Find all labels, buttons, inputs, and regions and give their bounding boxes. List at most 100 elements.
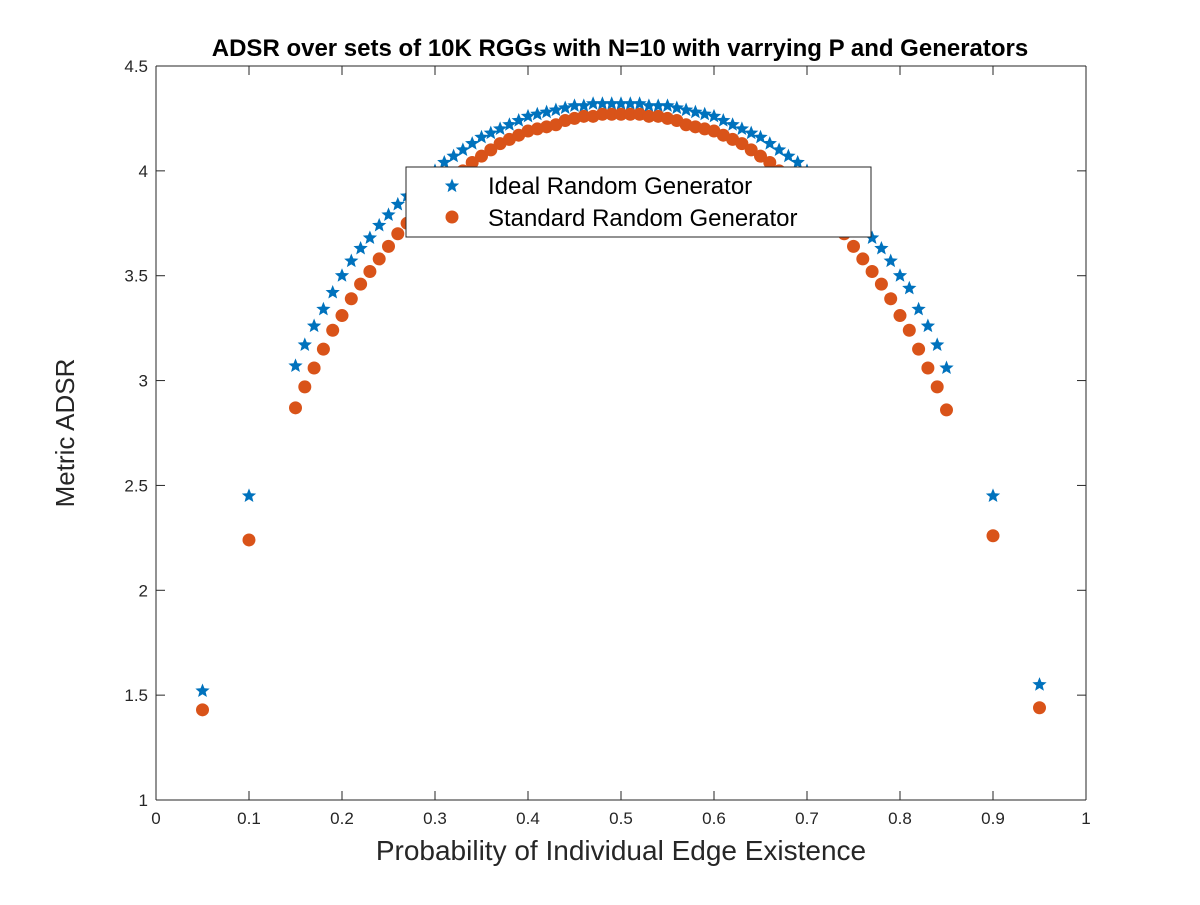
data-point — [874, 240, 889, 255]
y-tick-label: 2.5 — [124, 476, 148, 495]
data-point — [465, 155, 479, 169]
data-point — [1032, 677, 1047, 691]
y-tick-label: 4 — [139, 162, 148, 181]
data-point — [483, 125, 498, 140]
data-point — [372, 217, 387, 232]
legend-marker-ideal — [444, 178, 460, 193]
x-tick-label: 0.3 — [423, 809, 447, 828]
data-point — [651, 98, 666, 112]
x-tick-label: 0.8 — [888, 809, 912, 828]
tick-labels: 0 0.1 0.2 0.3 0.4 0.5 0.6 0.7 0.8 0.9 1 1 1.5 2 2.5 3 3.… — [124, 57, 1090, 828]
data-point — [893, 309, 907, 323]
data-point — [475, 149, 488, 163]
data-point — [790, 154, 805, 169]
data-point — [744, 143, 758, 157]
data-point — [195, 683, 210, 698]
data-point — [771, 142, 787, 156]
data-point — [697, 106, 712, 121]
x-tick-label: 0.2 — [330, 809, 354, 828]
data-point — [530, 106, 545, 121]
data-point — [474, 129, 489, 144]
x-tick-label: 0.7 — [795, 809, 819, 828]
data-point — [920, 318, 936, 333]
x-tick-label: 0.5 — [609, 809, 633, 828]
data-point — [892, 268, 908, 282]
data-point — [734, 121, 750, 135]
legend-entry-ideal: Ideal Random Generator — [488, 173, 752, 200]
data-point — [865, 265, 879, 279]
x-tick-label: 0 — [151, 809, 160, 828]
data-point — [298, 380, 312, 394]
data-point — [391, 227, 405, 241]
legend-entry-standard: Standard Random Generator — [488, 205, 798, 232]
data-point — [762, 136, 777, 150]
data-point — [856, 252, 870, 266]
y-tick-label: 1.5 — [124, 686, 148, 705]
data-point — [577, 109, 591, 123]
legend-box — [405, 166, 872, 238]
data-point — [502, 117, 517, 131]
data-point — [642, 109, 656, 123]
data-point — [595, 96, 610, 110]
data-point — [921, 361, 935, 375]
legend-marker-standard — [445, 210, 459, 224]
data-point — [288, 358, 303, 372]
data-point — [437, 154, 452, 169]
data-point — [567, 98, 582, 112]
data-point — [354, 277, 368, 291]
data-point — [930, 337, 945, 351]
data-point — [326, 323, 340, 337]
data-point — [492, 121, 508, 135]
data-point — [902, 323, 916, 337]
data-point — [1033, 701, 1046, 715]
data-point — [754, 149, 767, 163]
data-point — [623, 96, 638, 110]
data-point — [902, 280, 917, 295]
data-point — [883, 253, 898, 268]
data-point — [316, 301, 331, 316]
y-tick-label: 2 — [139, 581, 148, 600]
data-point — [753, 129, 768, 144]
data-point — [781, 148, 796, 163]
data-point — [678, 102, 694, 117]
x-tick-label: 0.6 — [702, 809, 726, 828]
y-tick-label: 4.5 — [124, 57, 148, 76]
data-point — [614, 107, 628, 121]
x-axis-label: Probability of Individual Edge Existence — [376, 835, 866, 866]
data-point — [335, 309, 349, 323]
data-point — [847, 239, 860, 253]
axes — [155, 65, 1087, 801]
data-point — [334, 268, 350, 282]
data-point — [735, 137, 749, 151]
data-point — [307, 361, 321, 375]
data-point — [511, 113, 526, 127]
data-point — [688, 104, 703, 119]
y-tick-label: 3 — [139, 372, 148, 391]
data-point — [605, 107, 619, 121]
data-point — [455, 142, 471, 156]
legend-markers — [444, 178, 460, 224]
data-point — [241, 488, 257, 502]
data-point — [744, 125, 759, 140]
data-point — [363, 265, 377, 279]
data-point — [604, 96, 619, 110]
data-point — [484, 143, 498, 157]
data-point — [390, 196, 405, 211]
y-tick-label: 1 — [139, 791, 148, 810]
data-point — [595, 107, 609, 121]
x-tick-label: 0.4 — [516, 809, 540, 828]
data-point — [344, 253, 359, 268]
data-point — [289, 401, 302, 415]
data-point — [576, 98, 591, 112]
data-point — [725, 117, 740, 131]
data-point — [763, 155, 777, 169]
data-point — [613, 96, 629, 110]
data-point — [465, 136, 480, 150]
data-point — [382, 239, 395, 253]
data-point — [372, 252, 386, 266]
data-point — [939, 360, 954, 375]
data-point — [446, 148, 461, 163]
data-point — [623, 107, 637, 121]
